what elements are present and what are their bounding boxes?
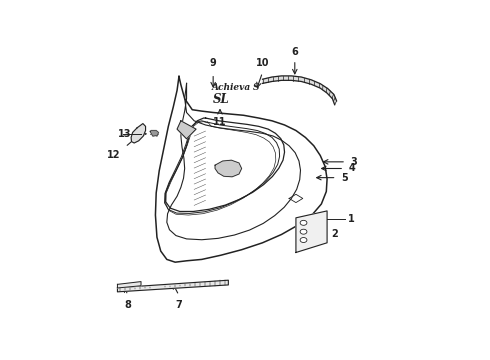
Text: 10: 10 <box>256 58 270 68</box>
Polygon shape <box>215 160 242 177</box>
Text: 5: 5 <box>341 173 348 183</box>
Polygon shape <box>118 282 141 288</box>
Text: 13: 13 <box>118 129 131 139</box>
Text: 7: 7 <box>175 300 182 310</box>
Text: 11: 11 <box>213 117 227 127</box>
Polygon shape <box>131 123 146 143</box>
Circle shape <box>300 229 307 234</box>
Circle shape <box>300 238 307 243</box>
Text: 4: 4 <box>349 163 355 174</box>
Text: 6: 6 <box>292 46 298 57</box>
Polygon shape <box>263 76 337 105</box>
Text: SL: SL <box>213 93 230 105</box>
Text: 1: 1 <box>348 214 355 224</box>
Polygon shape <box>118 280 228 292</box>
Text: Achieva: Achieva <box>211 83 250 92</box>
Text: 12: 12 <box>107 150 121 160</box>
Text: S: S <box>253 83 260 92</box>
Circle shape <box>300 220 307 225</box>
Text: 8: 8 <box>124 300 131 310</box>
Text: 3: 3 <box>351 157 357 167</box>
Polygon shape <box>177 121 196 139</box>
Text: 9: 9 <box>210 58 217 68</box>
Text: 2: 2 <box>332 229 339 239</box>
Polygon shape <box>296 211 327 252</box>
Polygon shape <box>150 131 158 136</box>
